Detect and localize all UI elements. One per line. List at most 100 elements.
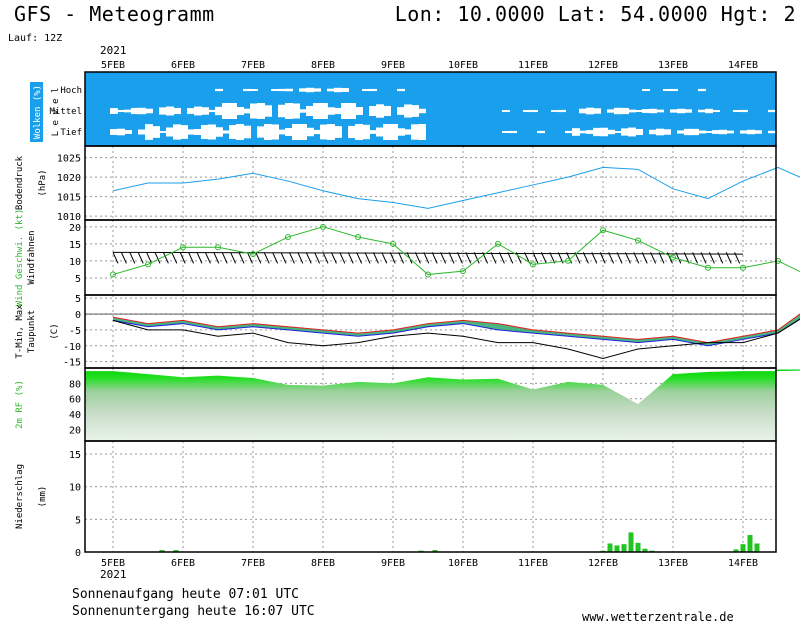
cloud-clear-patch	[348, 125, 356, 139]
cloud-clear-patch	[376, 127, 384, 137]
wind-marker	[670, 254, 676, 261]
cloud-clear-patch	[180, 125, 188, 139]
cloud-clear-patch	[684, 109, 692, 113]
cloud-clear-patch	[243, 108, 251, 114]
wind-barb	[356, 252, 363, 264]
cloud-clear-patch	[355, 107, 363, 115]
website-link[interactable]: www.wetterzentrale.de	[582, 610, 734, 624]
cloud-clear-patch	[250, 88, 258, 92]
cloud-clear-patch	[369, 130, 377, 134]
wind-barb	[473, 252, 480, 264]
cloud-clear-patch	[698, 130, 706, 134]
cloud-clear-patch	[208, 109, 216, 113]
y-tick-label: -15	[63, 358, 81, 369]
wind-barb	[305, 252, 312, 264]
y-tick-label: 60	[69, 395, 81, 406]
precip-bar	[159, 550, 165, 552]
wind-marker	[285, 234, 291, 241]
panel-frame-temperature	[84, 294, 777, 369]
cloud-clear-patch	[124, 109, 132, 113]
date-tick-bottom: 8FEB	[311, 558, 335, 569]
cloud-clear-patch	[313, 129, 321, 135]
cloud-clear-patch	[404, 129, 412, 135]
wind-marker	[215, 244, 221, 251]
cloud-clear-patch	[355, 124, 363, 140]
cloud-clear-patch	[579, 108, 587, 114]
wind-barb	[297, 252, 304, 264]
precip-bar	[173, 550, 179, 552]
date-tick-top: 8FEB	[311, 60, 335, 71]
cloud-clear-patch	[719, 129, 727, 135]
cloud-clear-patch	[404, 104, 412, 118]
wind-barb	[540, 252, 547, 264]
cloud-clear-patch	[208, 124, 216, 140]
wind-barb	[591, 252, 598, 264]
y-tick-label: 10	[69, 257, 81, 268]
sunset-text: Sonnenuntergang heute 16:07 UTC	[72, 604, 315, 619]
cloud-clear-patch	[502, 131, 510, 133]
cloud-clear-patch	[348, 103, 356, 119]
wind-marker	[180, 244, 186, 251]
cloud-clear-patch	[215, 106, 223, 116]
panel-y-label: 2m RF (%)	[15, 380, 25, 429]
wind-barb	[482, 252, 489, 264]
wind-barb	[398, 252, 405, 264]
cloud-clear-patch	[257, 126, 265, 138]
cloud-clear-patch	[110, 108, 118, 114]
cloud-clear-patch	[649, 108, 657, 114]
cloud-clear-patch	[194, 128, 202, 136]
cloud-clear-patch	[551, 110, 559, 112]
cloud-clear-patch	[677, 108, 685, 114]
y-tick-label: 80	[69, 379, 81, 390]
y-tick-label: 5	[75, 515, 81, 526]
wind-marker	[250, 251, 256, 258]
cloud-clear-patch	[670, 109, 678, 113]
cloud-clear-patch	[691, 128, 699, 136]
date-tick-bottom: 14FEB	[728, 558, 758, 569]
wind-barb	[129, 252, 136, 264]
wind-barb	[188, 252, 195, 264]
cloud-clear-patch	[285, 103, 293, 119]
precip-bar	[607, 543, 613, 552]
cloud-clear-patch	[145, 124, 153, 140]
cloud-clear-patch	[677, 130, 685, 134]
wind-speed-line	[112, 226, 800, 276]
precip-bar	[733, 549, 739, 552]
y-tick-label: 20	[69, 223, 81, 234]
cloud-clear-patch	[215, 88, 223, 92]
cloud-clear-patch	[635, 128, 643, 136]
tmax-line	[112, 313, 800, 344]
cloud-clear-patch	[607, 129, 615, 135]
cloud-clear-patch	[236, 106, 244, 116]
cloud-clear-patch	[306, 106, 314, 116]
wind-barb	[146, 252, 153, 264]
date-tick-top: 7FEB	[241, 60, 265, 71]
wind-barb	[465, 252, 472, 264]
cloud-clear-patch	[334, 107, 342, 115]
wind-marker	[530, 261, 536, 268]
wind-barb	[532, 252, 539, 264]
cloud-clear-patch	[383, 105, 391, 117]
cloud-clear-patch	[411, 105, 419, 117]
wind-barb	[389, 252, 396, 264]
wind-barb-axis	[112, 251, 744, 255]
location-coordinates: Lon: 10.0000 Lat: 54.0000 Hgt: 2	[394, 2, 796, 26]
wind-marker	[600, 227, 606, 234]
cloud-clear-patch	[614, 107, 622, 115]
wind-barb	[549, 252, 556, 264]
cloud-clear-patch	[768, 109, 776, 113]
cloud-clear-patch	[649, 129, 657, 135]
precip-bar	[621, 544, 627, 552]
wind-barb	[272, 252, 279, 264]
wind-marker	[495, 240, 501, 247]
date-tick-bottom: 12FEB	[588, 558, 618, 569]
cloud-clear-patch	[222, 130, 230, 134]
cloud-clear-patch	[397, 107, 405, 115]
wind-barb	[423, 252, 430, 264]
cloud-clear-patch	[138, 107, 146, 115]
panel-y-label: Taupunkt	[27, 310, 37, 353]
cloud-clear-patch	[278, 104, 286, 118]
wind-marker	[320, 223, 326, 230]
cloud-clear-patch	[362, 88, 370, 92]
